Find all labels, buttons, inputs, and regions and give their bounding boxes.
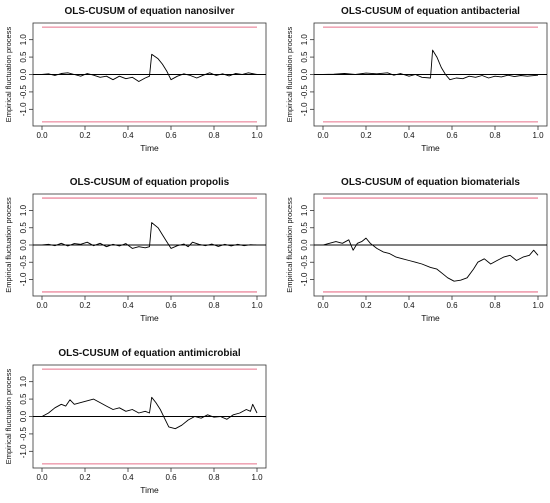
chart-panel-5: OLS-CUSUM of equation antimicrobial 0.0 0.… bbox=[4, 348, 267, 495]
chart-title: OLS-CUSUM of equation antibacterial bbox=[341, 6, 520, 17]
x-tick-label: 0.2 bbox=[79, 301, 91, 310]
y-tick-label: 0.0 bbox=[19, 410, 28, 422]
y-tick-label: 1.0 bbox=[19, 34, 28, 46]
x-tick-label: 0.0 bbox=[36, 473, 48, 482]
cusum-series-line bbox=[41, 222, 258, 249]
y-tick-label: -0.5 bbox=[300, 84, 309, 98]
x-tick-label: 0.0 bbox=[317, 301, 329, 310]
x-tick-label: 0.4 bbox=[403, 131, 415, 140]
x-axis-label: Time bbox=[140, 485, 159, 495]
y-tick-label: 0.5 bbox=[19, 222, 28, 234]
y-tick-label: 0.5 bbox=[300, 51, 309, 63]
chart-panel-4: OLS-CUSUM of equation biomaterials 0.0 0.2… bbox=[285, 177, 548, 323]
y-tick-label: -1.0 bbox=[300, 272, 309, 286]
x-tick-label: 1.0 bbox=[251, 131, 263, 140]
y-tick-label: 0.5 bbox=[19, 393, 28, 405]
y-axis-label: Empirical fluctuation process bbox=[285, 27, 294, 123]
y-tick-label: -1.0 bbox=[19, 272, 28, 286]
x-tick-label: 0.6 bbox=[446, 301, 458, 310]
cusum-series-line bbox=[322, 237, 539, 282]
chart-panel-2: OLS-CUSUM of equation antibacterial 0.0 0.… bbox=[285, 6, 548, 153]
y-tick-label: 1.0 bbox=[19, 204, 28, 216]
y-tick-label: 1.0 bbox=[19, 376, 28, 388]
y-tick-label: -1.0 bbox=[19, 102, 28, 116]
chart-panel-1: OLS-CUSUM of equation nanosilver 0.0 0.2 0.… bbox=[4, 6, 267, 153]
y-tick-label: -0.5 bbox=[19, 255, 28, 269]
x-tick-label: 0.4 bbox=[122, 131, 134, 140]
x-tick-label: 0.4 bbox=[403, 301, 415, 310]
x-tick-label: 0.6 bbox=[446, 131, 458, 140]
y-axis-label: Empirical fluctuation process bbox=[4, 197, 13, 293]
x-tick-label: 0.4 bbox=[122, 473, 134, 482]
y-tick-label: 0.5 bbox=[300, 222, 309, 234]
x-tick-label: 0.2 bbox=[360, 301, 372, 310]
x-axis-label: Time bbox=[421, 313, 440, 323]
x-tick-label: 1.0 bbox=[251, 473, 263, 482]
cusum-series-line bbox=[41, 53, 258, 82]
x-tick-label: 0.8 bbox=[208, 131, 220, 140]
x-tick-label: 0.8 bbox=[489, 301, 501, 310]
chart-title: OLS-CUSUM of equation propolis bbox=[70, 177, 230, 188]
x-tick-label: 1.0 bbox=[251, 301, 263, 310]
y-tick-label: 0.5 bbox=[19, 51, 28, 63]
chart-title: OLS-CUSUM of equation antimicrobial bbox=[58, 348, 240, 359]
x-tick-label: 0.8 bbox=[208, 301, 220, 310]
y-axis-label: Empirical fluctuation process bbox=[4, 369, 13, 465]
y-tick-label: -0.5 bbox=[19, 426, 28, 440]
y-tick-label: -1.0 bbox=[300, 102, 309, 116]
y-tick-label: -0.5 bbox=[300, 255, 309, 269]
x-tick-label: 0.8 bbox=[208, 473, 220, 482]
x-tick-label: 0.0 bbox=[36, 301, 48, 310]
x-tick-label: 0.8 bbox=[489, 131, 501, 140]
y-tick-label: -1.0 bbox=[19, 444, 28, 458]
x-tick-label: 0.6 bbox=[165, 473, 177, 482]
chart-title: OLS-CUSUM of equation biomaterials bbox=[341, 177, 520, 188]
x-axis-label: Time bbox=[140, 313, 159, 323]
x-tick-label: 0.6 bbox=[165, 301, 177, 310]
y-tick-label: 0.0 bbox=[300, 239, 309, 251]
chart-panel-3: OLS-CUSUM of equation propolis 0.0 0.2 0.4 0… bbox=[4, 177, 267, 323]
y-tick-label: 1.0 bbox=[300, 204, 309, 216]
x-tick-label: 0.2 bbox=[79, 131, 91, 140]
x-tick-label: 0.0 bbox=[317, 131, 329, 140]
x-tick-label: 0.0 bbox=[36, 131, 48, 140]
y-axis-label: Empirical fluctuation process bbox=[4, 27, 13, 123]
y-tick-label: -0.5 bbox=[19, 84, 28, 98]
y-tick-label: 0.0 bbox=[300, 68, 309, 80]
x-axis-label: Time bbox=[140, 143, 159, 153]
cusum-series-line bbox=[41, 396, 258, 430]
y-tick-label: 1.0 bbox=[300, 34, 309, 46]
x-tick-label: 0.4 bbox=[122, 301, 134, 310]
x-tick-label: 0.2 bbox=[79, 473, 91, 482]
x-tick-label: 0.2 bbox=[360, 131, 372, 140]
cusum-series-line bbox=[322, 49, 539, 81]
y-axis-label: Empirical fluctuation process bbox=[285, 197, 294, 293]
x-tick-label: 1.0 bbox=[532, 131, 544, 140]
y-tick-label: 0.0 bbox=[19, 68, 28, 80]
y-tick-label: 0.0 bbox=[19, 239, 28, 251]
x-axis-label: Time bbox=[421, 143, 440, 153]
chart-title: OLS-CUSUM of equation nanosilver bbox=[64, 6, 234, 17]
x-tick-label: 0.6 bbox=[165, 131, 177, 140]
x-tick-label: 1.0 bbox=[532, 301, 544, 310]
